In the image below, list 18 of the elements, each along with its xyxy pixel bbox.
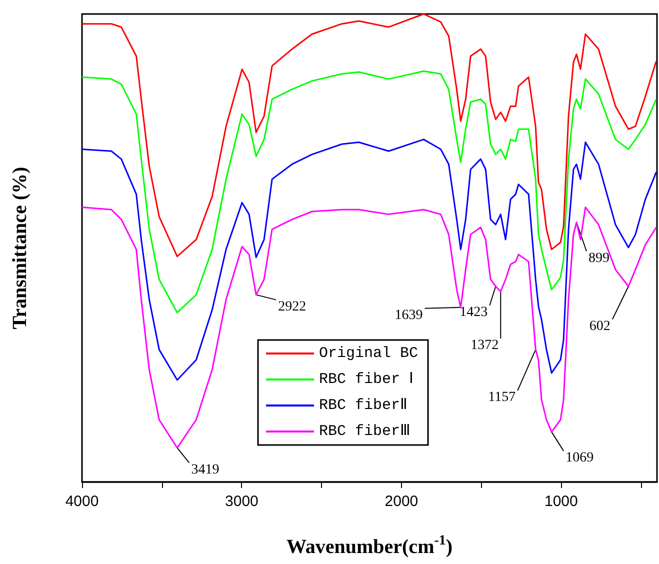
annotation: 899 [588, 250, 610, 266]
x-tick-label: 1000 [544, 493, 578, 510]
legend-label: RBC fiber Ⅰ [319, 371, 414, 388]
legend-label: RBC fiberⅡ [319, 397, 408, 414]
annotation: 1423 [460, 304, 488, 320]
annotation: 3419 [191, 462, 220, 478]
x-tick-label: 3000 [225, 493, 258, 510]
y-axis-title: Transmittance (%) [9, 166, 31, 330]
x-tick-label: 2000 [384, 493, 418, 510]
annotation: 602 [589, 318, 610, 334]
annotation: 1372 [470, 338, 499, 354]
x-tick-label: 4000 [65, 493, 99, 510]
annotation: 1069 [566, 450, 594, 466]
annotation: 1639 [394, 308, 423, 323]
legend-label: Original BC [319, 345, 418, 362]
annotation: 1157 [488, 390, 516, 406]
annotation: 2922 [278, 299, 306, 314]
legend-label: RBC fiberⅢ [319, 423, 410, 440]
